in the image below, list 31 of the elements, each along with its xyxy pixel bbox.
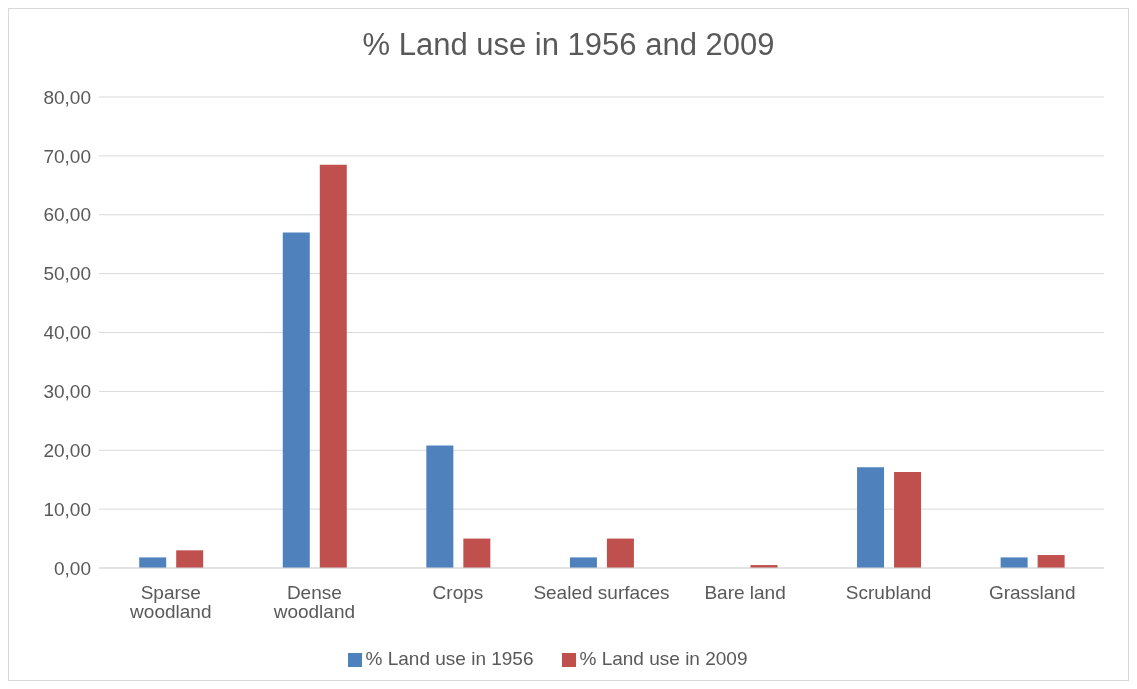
bar [569,557,597,568]
bar [606,538,634,568]
bar [282,232,310,568]
x-tick-label: Sparse woodland [129,582,212,623]
bar [463,538,491,568]
legend-label: % Land use in 1956 [365,648,534,669]
bar [857,467,885,568]
bar [176,550,204,568]
y-tick-label: 60,00 [43,204,91,226]
y-tick-label: 10,00 [43,498,91,520]
y-tick-label: 70,00 [43,145,91,167]
bar [139,557,167,568]
bar [426,445,454,568]
y-tick-label: 40,00 [43,322,91,344]
y-tick-label: 80,00 [43,86,91,108]
x-tick-label: Grassland [988,582,1076,604]
bar [1000,557,1028,568]
x-tick-label: Crops [432,582,484,604]
bar [1037,555,1065,568]
x-tick-label: Dense woodland [272,582,356,623]
x-tick-label: Bare land [704,582,786,604]
bar [319,164,347,568]
x-tick-label: Scrubland [845,582,932,604]
y-tick-label: 30,00 [43,381,91,403]
y-tick-label: 0,00 [54,557,91,579]
bar [894,472,922,568]
y-tick-label: 50,00 [43,263,91,285]
x-tick-label: Sealed surfaces [533,582,670,604]
chart-title: % Land use in 1956 and 2009 [361,26,776,64]
y-tick-label: 20,00 [43,439,91,461]
legend-label: % Land use in 2009 [579,648,748,669]
